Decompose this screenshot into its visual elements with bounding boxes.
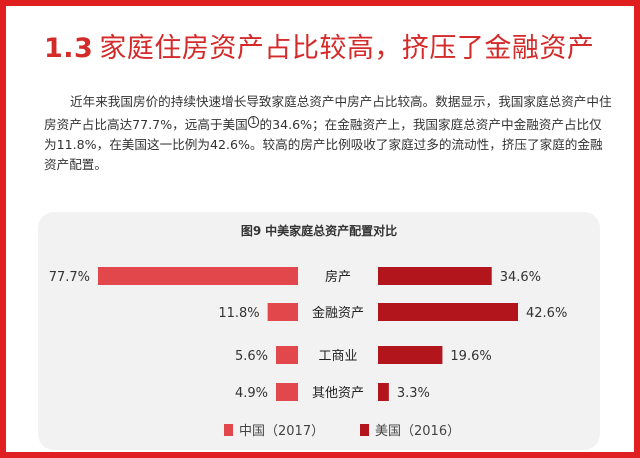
paragraph-part1: 近年来我国房价的持续快速增长导致家庭总资产中房产占比较高。数据显示，我国家庭总资…	[44, 94, 612, 133]
label-china-2: 5.6%	[235, 349, 268, 364]
bar-usa-0	[378, 267, 492, 285]
label-usa-2: 19.6%	[450, 349, 491, 364]
category-label-3: 其他资产	[312, 386, 364, 401]
legend-swatch-usa	[360, 424, 369, 436]
legend-label-china: 中国（2017）	[239, 424, 324, 439]
section-number: 1.3	[44, 33, 94, 64]
chart-title-text: 中美家庭总资产配置对比	[265, 224, 398, 238]
bar-usa-1	[378, 303, 518, 321]
label-usa-1: 42.6%	[526, 306, 567, 321]
section-heading: 1.3 家庭住房资产占比较高，挤压了金融资产	[44, 26, 594, 65]
label-usa-0: 34.6%	[500, 270, 541, 285]
legend-label-usa: 美国（2016）	[375, 424, 460, 439]
label-china-1: 11.8%	[218, 306, 259, 321]
label-usa-3: 3.3%	[397, 386, 430, 401]
paragraph-part2: 的34.6%；在金融资产上，我国家庭总资产中金融资产占比仅为11.8%，在美国这…	[44, 117, 603, 173]
bar-china-1	[267, 303, 298, 321]
category-label-2: 工商业	[318, 349, 357, 364]
chart-title: 图9 中美家庭总资产配置对比	[38, 222, 600, 239]
bar-china-3	[276, 383, 298, 401]
chart-figure-number: 图9	[240, 224, 262, 238]
legend-swatch-china	[224, 424, 233, 436]
chart-card: 图9 中美家庭总资产配置对比 77.7% 房产 34.6% 11.8% 金融资产 42.6%…	[38, 212, 600, 450]
butterfly-bar-chart: 77.7% 房产 34.6% 11.8% 金融资产 42.6% 5.6% 工商业 19.6% 4.…	[49, 267, 567, 439]
label-china-3: 4.9%	[235, 386, 268, 401]
label-china-0: 77.7%	[49, 270, 90, 285]
section-title: 家庭住房资产占比较高，挤压了金融资产	[99, 33, 595, 64]
category-label-0: 房产	[325, 269, 351, 285]
footnote-marker: 1	[247, 116, 260, 128]
bar-china-0	[98, 267, 298, 285]
bar-china-2	[276, 346, 298, 364]
content-area: 1.3 家庭住房资产占比较高，挤压了金融资产 近年来我国房价的持续快速增长导致家庭…	[14, 12, 626, 452]
bar-usa-2	[378, 346, 443, 364]
body-paragraph: 近年来我国房价的持续快速增长导致家庭总资产中房产占比较高。数据显示，我国家庭总资…	[44, 92, 614, 175]
category-label-1: 金融资产	[312, 305, 364, 321]
bar-usa-3	[378, 383, 389, 401]
